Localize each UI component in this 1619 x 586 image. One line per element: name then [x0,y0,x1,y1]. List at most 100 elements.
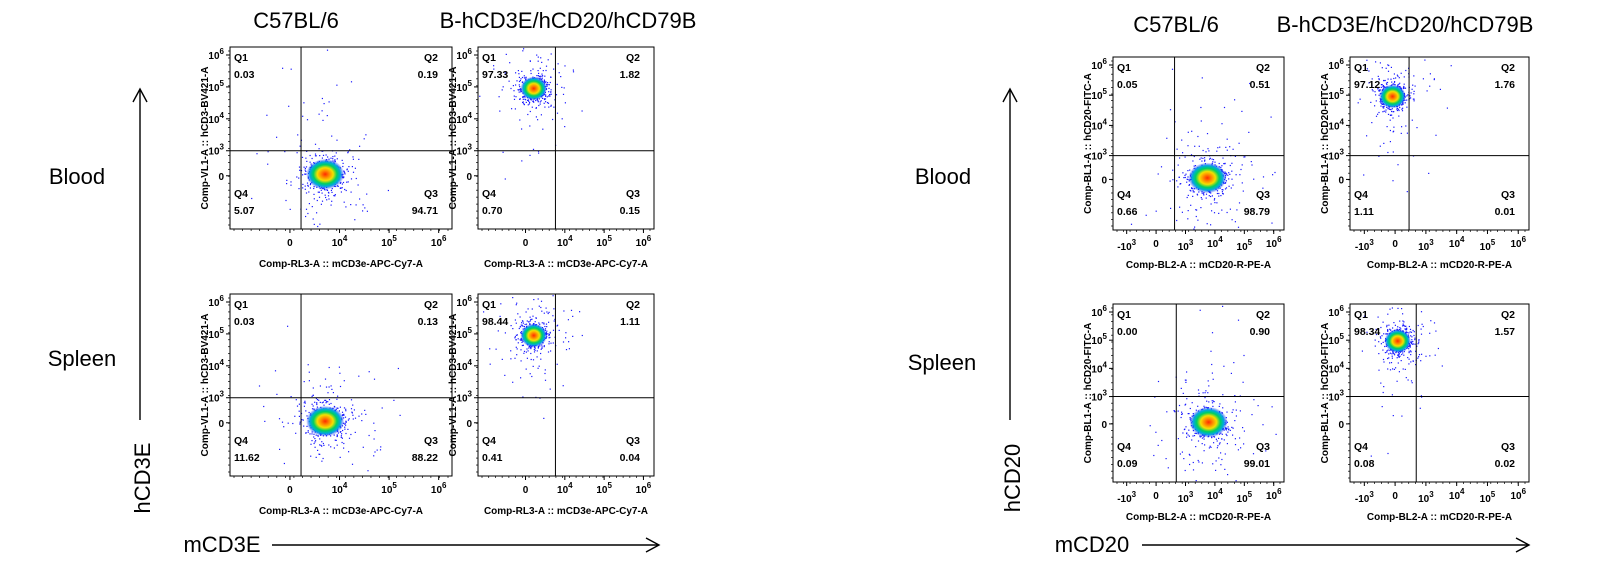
x-tick-label: 106 [636,234,652,249]
quadrant-q4-name: Q4 [234,435,248,447]
cd20-row-title-spleen: Spleen [908,350,977,375]
quadrant-q1-name: Q1 [1117,62,1131,74]
cd3-block-labels: C57BL/6 B-hCD3E/hCD20/hCD79B Blood Splee… [48,8,697,557]
x-tick-label: 106 [636,481,652,496]
x-tick-labels: 0 104 105 106 [233,476,449,496]
density-core [1379,84,1406,109]
x-tick-labels: 0 104 105 106 [233,229,449,249]
x-tick-label: 103 [1418,238,1434,253]
quadrant-q2-name: Q2 [626,52,640,64]
quadrant-q4-name: Q4 [1354,189,1368,201]
quadrant-q2-value: 0.13 [418,316,439,328]
x-tick-label: 104 [557,234,573,249]
x-tick-label: 0 [287,485,293,496]
quadrant-q2-name: Q2 [424,299,438,311]
cd20-x-arrow: mCD20 [1055,532,1531,557]
density-core [1384,329,1411,353]
y-tick-label: 0 [218,419,224,430]
plot-frame [477,46,655,230]
quadrant-q2-value: 0.90 [1250,326,1271,338]
x-tick-label: 0 [1153,491,1159,502]
x-tick-label: 104 [1449,235,1465,250]
x-tick-label: 104 [1449,487,1465,502]
quadrant-q4-value: 11.62 [234,452,260,464]
cd3-row-title-blood: Blood [49,164,105,189]
quadrant-q2-name: Q2 [424,52,438,64]
quadrant-q1-name: Q1 [1117,309,1131,321]
quadrant-q4-name: Q4 [482,188,496,200]
x-axis-label: Comp-RL3-A :: mCD3e-APC-Cy7-A [259,259,423,270]
quadrant-q3-name: Q3 [1501,189,1515,201]
x-tick-labels: -103 0 103 104 105 106 [1116,482,1282,505]
y-axis-label: Comp-BL1-A :: hCD20-FITC-A [1083,73,1094,214]
quadrant-q3-value: 0.04 [620,452,641,464]
density-core [306,405,345,437]
x-tick-label: 106 [1266,235,1282,250]
quadrant-q2-value: 0.51 [1250,79,1271,91]
quadrant-q4-value: 0.08 [1354,458,1375,470]
quadrant-q4-name: Q4 [1117,441,1131,453]
x-tick-label: -103 [1355,490,1374,505]
quadrant-q3-name: Q3 [424,435,438,447]
cd20-col-title-2: B-hCD3E/hCD20/hCD79B [1277,12,1534,37]
x-tick-label: 104 [332,481,348,496]
quadrant-q1-name: Q1 [234,52,248,64]
quadrant-q2-value: 0.19 [418,69,439,81]
y-tick-label: 106 [456,47,472,62]
cd20-y-arrow: hCD20 [1000,87,1025,512]
plot-frame [1349,56,1530,231]
x-tick-label: 103 [1178,238,1194,253]
quadrant-q2-name: Q2 [1501,62,1515,74]
cd20-x-arrow-label: mCD20 [1055,532,1130,557]
x-tick-label: 0 [523,485,529,496]
quadrant-q2-name: Q2 [1256,309,1270,321]
cd20-col-title-1: C57BL/6 [1133,12,1219,37]
y-axis-label: Comp-BL1-A :: hCD20-FITC-A [1320,323,1331,464]
y-tick-label: 0 [1101,420,1107,431]
quadrant-q1-name: Q1 [1354,309,1368,321]
quadrant-q1-value: 0.05 [1117,79,1138,91]
quadrant-q4-value: 0.09 [1117,458,1138,470]
x-tick-label: 105 [596,481,612,496]
cd3-col-title-1: C57BL/6 [253,8,339,33]
quadrant-q1-value: 98.34 [1354,326,1380,338]
density-core [520,323,548,348]
quadrant-q1-name: Q1 [234,299,248,311]
quadrant-q4-name: Q4 [234,188,248,200]
quadrant-q4-name: Q4 [482,435,496,447]
x-tick-label: 0 [523,238,529,249]
x-tick-label: -103 [1117,490,1136,505]
quadrant-q2-value: 1.76 [1495,79,1516,91]
quadrant-q4-value: 5.07 [234,205,255,217]
quadrant-q4-value: 0.41 [482,452,503,464]
x-tick-label: 106 [431,234,447,249]
x-tick-label: 104 [557,481,573,496]
x-tick-label: -103 [1355,238,1374,253]
y-axis-label: Comp-VL1-A :: hCD3-BV421-A [200,314,211,457]
x-tick-label: 105 [381,234,397,249]
quadrant-q4-name: Q4 [1117,189,1131,201]
y-axis-label: Comp-VL1-A :: hCD3-BV421-A [200,67,211,210]
quadrant-q3-name: Q3 [424,188,438,200]
y-axis-label: Comp-VL1-A :: hCD3-BV421-A [448,314,459,457]
y-tick-label: 106 [1091,304,1107,319]
quadrant-q3-name: Q3 [1256,189,1270,201]
quadrant-q1-value: 97.33 [482,69,508,81]
x-tick-label: 105 [1237,238,1253,253]
y-tick-label: 0 [466,419,472,430]
x-tick-labels: -103 0 103 104 105 106 [1116,230,1282,253]
y-axis-label: Comp-BL1-A :: hCD20-FITC-A [1083,323,1094,464]
quadrant-q4-name: Q4 [1354,441,1368,453]
x-tick-labels: -103 0 103 104 105 106 [1353,230,1527,253]
cd3-x-arrow: mCD3E [183,532,661,557]
y-tick-label: 106 [456,294,472,309]
